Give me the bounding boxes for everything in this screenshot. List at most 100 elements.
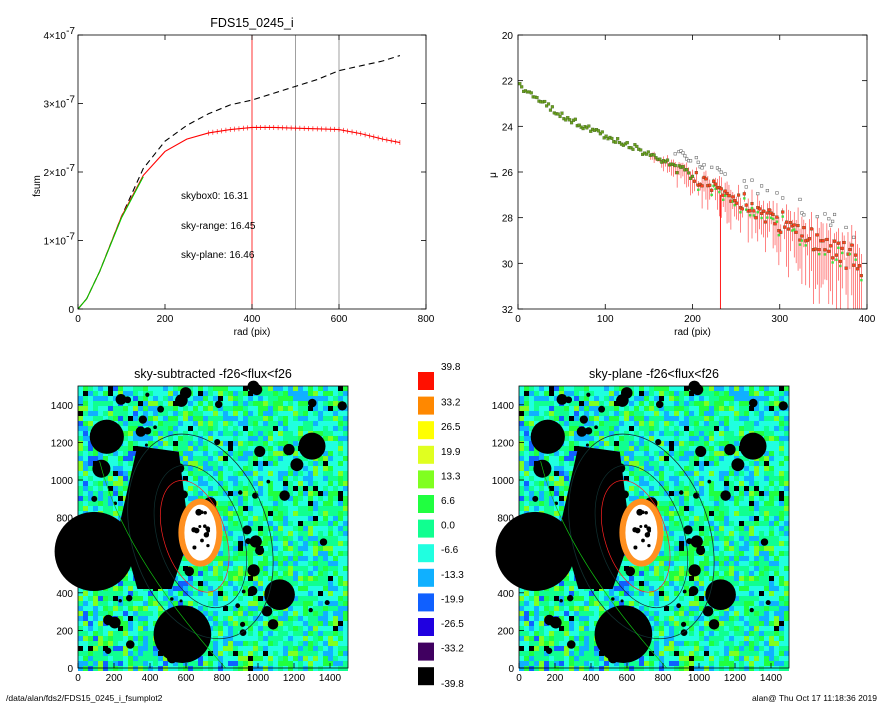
map-pixel [719, 416, 724, 421]
map-pixel [228, 431, 233, 436]
mask-spot [145, 392, 150, 397]
map-pixel [338, 481, 343, 486]
map-pixel [709, 391, 714, 396]
mask-spot [135, 426, 146, 437]
map-pixel [133, 421, 138, 426]
map-pixel [764, 386, 769, 391]
map-pixel [323, 531, 328, 536]
map-pixel [238, 436, 243, 441]
map-pixel [198, 576, 203, 581]
map-pixel [694, 406, 699, 411]
map-pixel [138, 436, 143, 441]
map-pixel [769, 476, 774, 481]
map-pixel [654, 396, 659, 401]
map-pixel [704, 486, 709, 491]
map-pixel [133, 636, 138, 641]
map-title: sky-subtracted -f26<flux<f26 [134, 367, 292, 381]
map-pixel [138, 631, 143, 636]
mask-spot [144, 443, 148, 447]
map-pixel [343, 391, 348, 396]
map-pixel [684, 436, 689, 441]
profile-point [719, 187, 723, 191]
map-pixel [624, 466, 629, 471]
map-pixel [148, 626, 153, 631]
mask-spot [241, 589, 246, 594]
map-pixel [719, 481, 724, 486]
map-pixel [308, 566, 313, 571]
map-pixel [699, 441, 704, 446]
plane-point [710, 193, 713, 197]
map-pixel [223, 586, 228, 591]
profile-point [708, 183, 712, 187]
map-pixel [734, 396, 739, 401]
map-pixel [78, 411, 83, 416]
map-pixel [754, 426, 759, 431]
map-pixel [333, 461, 338, 466]
map-pixel [253, 476, 258, 481]
map-pixel [298, 536, 303, 541]
map-pixel [248, 636, 253, 641]
map-pixel [268, 536, 273, 541]
map-pixel [123, 581, 128, 586]
map-pixel [223, 651, 228, 656]
chart-title: FDS15_0245_i [210, 16, 293, 30]
map-pixel [323, 626, 328, 631]
plane-point [712, 184, 715, 188]
map-pixel [273, 506, 278, 511]
map-pixel [754, 411, 759, 416]
map-pixel [569, 451, 574, 456]
map-pixel [674, 471, 679, 476]
map-pixel [128, 621, 133, 626]
map-pixel [143, 401, 148, 406]
map-pixel [273, 401, 278, 406]
map-pixel [679, 466, 684, 471]
map-pixel [253, 401, 258, 406]
map-pixel [614, 441, 619, 446]
map-pixel [549, 461, 554, 466]
map-pixel [614, 386, 619, 391]
map-pixel [529, 416, 534, 421]
map-pixel [714, 401, 719, 406]
map-pixel [303, 501, 308, 506]
map-pixel [729, 426, 734, 431]
map-pixel [93, 386, 98, 391]
map-pixel [178, 576, 183, 581]
map-pixel [258, 456, 263, 461]
map-pixel [318, 401, 323, 406]
map-pixel [153, 416, 158, 421]
map-pixel [203, 611, 208, 616]
map-pixel [108, 476, 113, 481]
map-pixel [744, 476, 749, 481]
map-pixel [133, 451, 138, 456]
map-pixel [193, 426, 198, 431]
map-pixel [288, 406, 293, 411]
map-pixel [754, 476, 759, 481]
map-pixel [273, 571, 278, 576]
map-pixel [328, 436, 333, 441]
map-pixel [764, 441, 769, 446]
map-pixel [233, 426, 238, 431]
map-pixel [333, 631, 338, 636]
map-pixel [103, 401, 108, 406]
map-pixel [93, 656, 98, 661]
map-pixel [213, 461, 218, 466]
map-pixel [549, 451, 554, 456]
map-pixel [218, 476, 223, 481]
map-pixel [253, 621, 258, 626]
map-pixel [664, 451, 669, 456]
map-pixel [784, 456, 789, 461]
map-pixel [263, 431, 268, 436]
map-pixel [674, 441, 679, 446]
map-pixel [298, 596, 303, 601]
map-pixel [764, 461, 769, 466]
map-pixel [343, 496, 348, 501]
map-pixel [293, 506, 298, 511]
map-pixel [93, 651, 98, 656]
map-pixel [228, 616, 233, 621]
map-pixel [343, 586, 348, 591]
map-pixel [308, 461, 313, 466]
map-pixel [774, 481, 779, 486]
map-pixel [624, 496, 629, 501]
map-pixel [333, 576, 338, 581]
map-pixel [629, 406, 634, 411]
